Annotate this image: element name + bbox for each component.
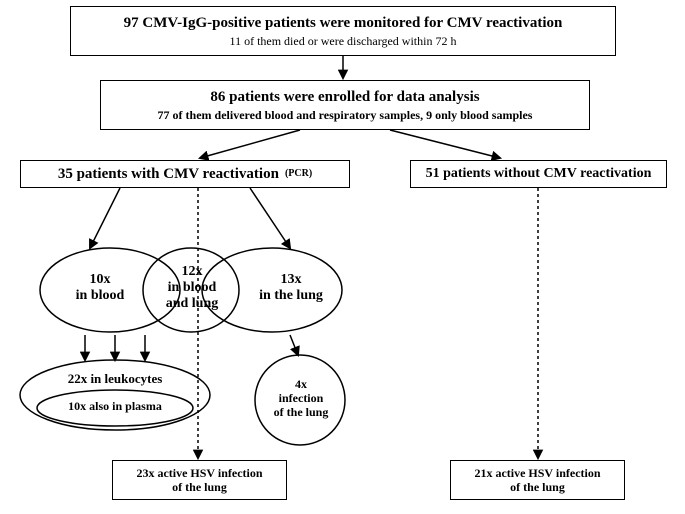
box-no-cmv-reactivation-title: 51 patients without CMV reactivation [411, 166, 666, 183]
flowchart-svg-overlay [0, 0, 685, 514]
venn-mid-line1: 12x [182, 264, 203, 279]
box-hsv-left-line2: of the lung [113, 480, 286, 494]
arrow-lung-infection [290, 335, 298, 355]
box-no-cmv-reactivation: 51 patients without CMV reactivation [410, 160, 667, 188]
arrow-box2-box4 [390, 130, 500, 158]
venn-right-line1: 13x [281, 272, 302, 287]
box-hsv-left-line1: 23x active HSV infection [113, 466, 286, 480]
arrow-box3-vennleft [90, 188, 120, 248]
box-cmv-reactivation: 35 patients with CMV reactivation (PCR) [20, 160, 350, 188]
box-enrolled-subtitle: 77 of them delivered blood and respirato… [101, 108, 589, 122]
arrow-box3-vennright [250, 188, 290, 248]
box-cmv-reactivation-title: 35 patients with CMV reactivation [58, 165, 279, 183]
venn-left-line2: in blood [76, 288, 125, 303]
box-initial-cohort: 97 CMV-IgG-positive patients were monito… [70, 6, 616, 56]
lung-infection-line2: infection [279, 391, 324, 405]
lung-infection-line3: of the lung [274, 405, 329, 419]
arrow-box2-box3 [200, 130, 300, 158]
box-hsv-left: 23x active HSV infection of the lung [112, 460, 287, 500]
box-initial-cohort-subtitle: 11 of them died or were discharged withi… [71, 34, 615, 48]
box-hsv-right-line2: of the lung [451, 480, 624, 494]
lung-infection-label: 4x infection of the lung [262, 378, 340, 419]
box-enrolled-title: 86 patients were enrolled for data analy… [101, 88, 589, 106]
flowchart-canvas: 97 CMV-IgG-positive patients were monito… [0, 0, 685, 514]
leukocytes-label: 22x in leukocytes [45, 372, 185, 387]
lung-infection-line1: 4x [295, 377, 307, 391]
box-enrolled: 86 patients were enrolled for data analy… [100, 80, 590, 130]
venn-right-line2: in the lung [259, 288, 323, 303]
venn-mid-label: 12x in blood and lung [152, 264, 232, 312]
plasma-label: 10x also in plasma [45, 400, 185, 414]
box-cmv-reactivation-pcr: (PCR) [285, 168, 312, 180]
box-hsv-right: 21x active HSV infection of the lung [450, 460, 625, 500]
venn-mid-line2: in blood [168, 280, 217, 295]
venn-mid-line3: and lung [166, 296, 219, 311]
box-initial-cohort-title: 97 CMV-IgG-positive patients were monito… [71, 14, 615, 32]
venn-right-label: 13x in the lung [246, 272, 336, 304]
venn-left-line1: 10x [90, 272, 111, 287]
box-hsv-right-line1: 21x active HSV infection [451, 466, 624, 480]
venn-left-label: 10x in blood [60, 272, 140, 304]
